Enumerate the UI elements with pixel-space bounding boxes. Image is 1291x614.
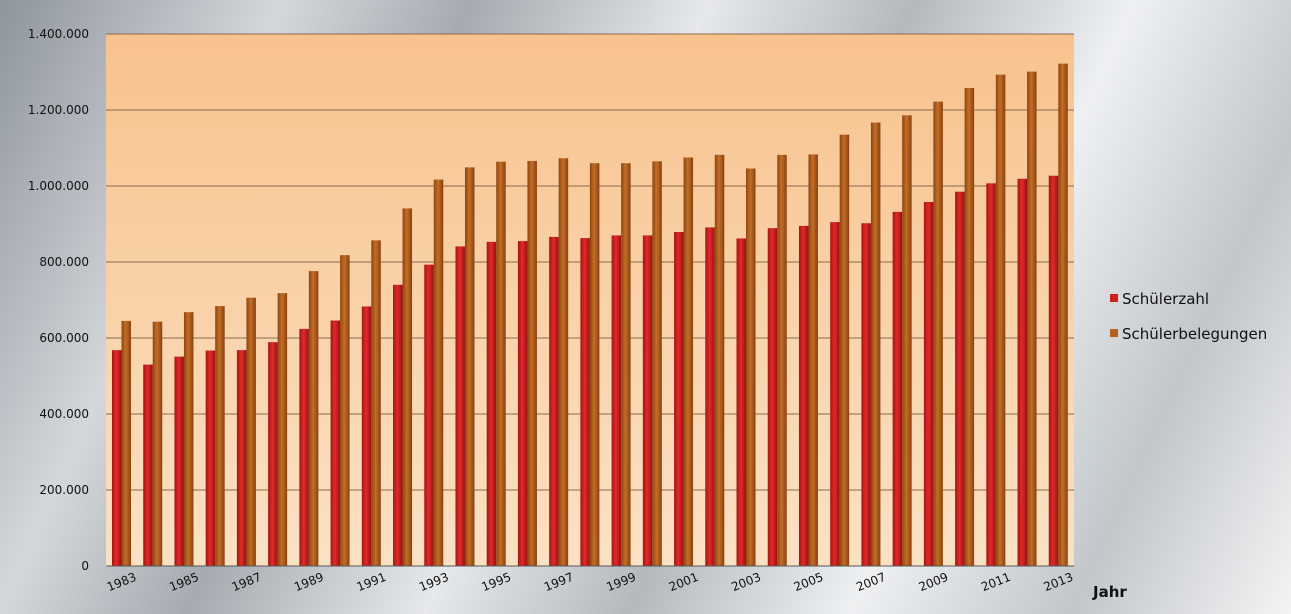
x-tick-label: 1991 <box>355 570 389 594</box>
bar-schuelerzahl <box>455 246 465 567</box>
y-tick-label: 0 <box>81 559 89 573</box>
bar-schuelerzahl <box>767 228 778 566</box>
bar-schuelerzahl <box>830 222 840 566</box>
bar-schuelerzahl <box>923 201 934 566</box>
x-tick-label: 1993 <box>417 570 451 594</box>
x-tick-label: 1999 <box>604 570 638 594</box>
bar-schuelerbelegungen <box>621 163 631 566</box>
bar-schuelerzahl <box>611 235 622 566</box>
bar-schuelerbelegungen <box>964 87 975 567</box>
bar-schuelerbelegungen <box>152 321 163 566</box>
legend: Schülerzahl Schülerbelegungen <box>1110 290 1267 343</box>
bar-schuelerbelegungen <box>808 154 818 566</box>
bar-schuelerzahl <box>393 284 403 566</box>
x-tick-label: 2013 <box>1042 570 1076 594</box>
x-tick-label: 2011 <box>979 570 1013 594</box>
bar-schuelerbelegungen <box>558 158 569 566</box>
bar-schuelerzahl <box>986 183 996 566</box>
bar-schuelerbelegungen <box>839 134 850 566</box>
bar-schuelerbelegungen <box>121 320 131 566</box>
legend-label-schuelerzahl: Schülerzahl <box>1122 290 1209 308</box>
bar-schuelerzahl <box>642 235 653 566</box>
x-tick-label: 1989 <box>292 570 326 594</box>
x-axis-title: Jahr <box>1092 583 1127 601</box>
bar-schuelerbelegungen <box>589 163 600 566</box>
bar-schuelerbelegungen <box>527 160 537 567</box>
bar-schuelerbelegungen <box>933 101 943 566</box>
y-axis-tick-labels: 0 200.000 400.000 600.000 800.000 1.000.000 1.… <box>28 27 89 573</box>
y-tick-label: 200.000 <box>39 483 89 497</box>
bar-schuelerbelegungen <box>1058 63 1068 566</box>
x-tick-label: 1987 <box>230 570 264 594</box>
x-tick-label: 2003 <box>729 570 763 594</box>
bar-schuelerzahl <box>736 238 747 566</box>
bar-schuelerbelegungen <box>371 240 381 566</box>
bar-schuelerzahl <box>674 231 684 567</box>
bar-schuelerbelegungen <box>777 154 787 566</box>
x-tick-label: 1995 <box>480 570 514 594</box>
y-tick-label: 1.000.000 <box>28 179 89 193</box>
bar-schuelerzahl <box>517 241 528 566</box>
bar-schuelerzahl <box>174 356 184 566</box>
bar-schuelerzahl <box>1048 175 1059 567</box>
bar-schuelerzahl <box>861 223 871 567</box>
x-tick-label: 1997 <box>542 570 576 594</box>
bar-schuelerbelegungen <box>340 255 350 566</box>
bar-schuelerzahl <box>580 238 590 566</box>
bar-schuelerzahl <box>268 342 278 566</box>
bar-schuelerzahl <box>143 364 153 566</box>
bar-schuelerzahl <box>112 350 122 566</box>
bar-schuelerbelegungen <box>308 271 319 566</box>
bar-schuelerbelegungen <box>714 154 725 566</box>
legend-item-schuelerbelegungen: Schülerbelegungen <box>1110 325 1267 343</box>
y-tick-label: 400.000 <box>39 407 89 421</box>
bar-schuelerzahl <box>549 236 559 567</box>
y-tick-label: 1.400.000 <box>28 27 89 41</box>
bar-schuelerbelegungen <box>652 161 662 567</box>
bar-schuelerzahl <box>705 227 715 567</box>
bar-schuelerbelegungen <box>246 297 256 566</box>
bar-schuelerzahl <box>1017 178 1028 566</box>
legend-label-schuelerbelegungen: Schülerbelegungen <box>1122 325 1267 343</box>
bar-schuelerbelegungen <box>183 312 194 566</box>
legend-swatch-schuelerbelegungen <box>1110 329 1118 337</box>
bar-schuelerbelegungen <box>902 115 912 566</box>
bar-schuelerbelegungen <box>215 306 225 566</box>
bar-schuelerzahl <box>424 264 434 566</box>
bar-schuelerbelegungen <box>1027 71 1037 567</box>
bar-schuelerbelegungen <box>277 293 288 566</box>
bar-schuelerzahl <box>236 350 247 566</box>
bar-schuelerbelegungen <box>433 179 444 567</box>
legend-item-schuelerzahl: Schülerzahl <box>1110 290 1209 308</box>
y-tick-label: 600.000 <box>39 331 89 345</box>
bar-schuelerzahl <box>892 211 903 566</box>
x-tick-label: 2005 <box>792 570 826 594</box>
bar-schuelerzahl <box>955 191 965 566</box>
bar-schuelerbelegungen <box>746 168 756 566</box>
bar-schuelerzahl <box>798 225 809 566</box>
x-tick-label: 2001 <box>667 570 701 594</box>
bar-schuelerbelegungen <box>464 167 475 566</box>
y-tick-label: 800.000 <box>39 255 89 269</box>
x-tick-label: 2007 <box>854 570 888 594</box>
bar-schuelerzahl <box>205 350 216 566</box>
x-tick-label: 2009 <box>917 570 951 594</box>
bar-schuelerzahl <box>361 306 372 566</box>
bar-schuelerzahl <box>330 320 341 566</box>
bar-schuelerbelegungen <box>496 161 506 566</box>
x-tick-label: 1985 <box>167 570 201 594</box>
x-tick-label: 1983 <box>105 570 139 594</box>
bar-schuelerbelegungen <box>402 208 413 567</box>
bar-schuelerbelegungen <box>995 74 1006 566</box>
bar-schuelerzahl <box>299 328 309 566</box>
bar-schuelerzahl <box>486 241 497 567</box>
bar-schuelerbelegungen <box>683 157 694 566</box>
bar-schuelerbelegungen <box>870 122 881 566</box>
y-tick-label: 1.200.000 <box>28 103 89 117</box>
legend-swatch-schuelerzahl <box>1110 294 1118 302</box>
bar-series <box>112 63 1068 567</box>
x-axis-tick-labels: 1983 1985 1987 1989 1991 1993 1995 1997 1999 2001… <box>105 570 1075 594</box>
